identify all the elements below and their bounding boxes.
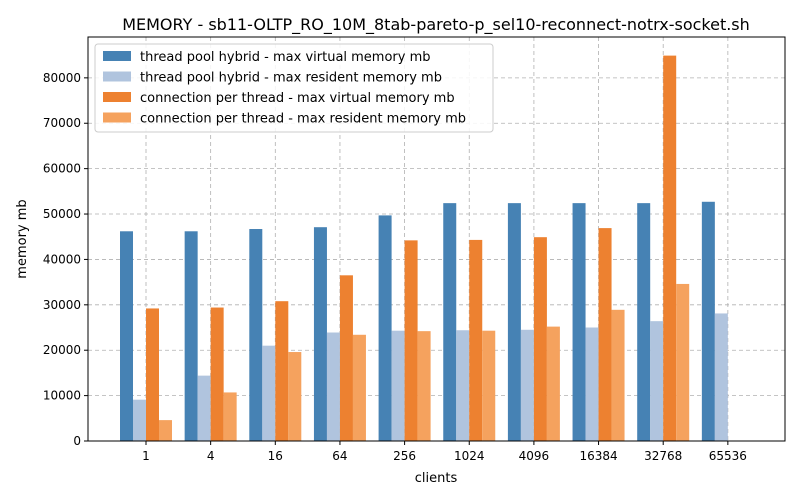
legend-swatch bbox=[103, 112, 131, 123]
bar-series-1 bbox=[120, 231, 133, 441]
bar-series-1 bbox=[443, 203, 457, 441]
bar-series-1 bbox=[313, 227, 327, 441]
bar-series-2 bbox=[650, 321, 664, 441]
legend-entry: connection per thread - max resident mem… bbox=[140, 112, 466, 127]
bar-series-1 bbox=[572, 203, 586, 441]
bar-series-3 bbox=[404, 240, 418, 441]
x-tick-label: 16384 bbox=[579, 449, 617, 463]
x-tick-label: 256 bbox=[393, 449, 416, 463]
x-axis-label: clients bbox=[415, 471, 458, 486]
x-tick-label: 1 bbox=[142, 449, 150, 463]
x-tick-label: 4 bbox=[207, 449, 215, 463]
y-axis: 0 10000 20000 30000 40000 50000 60000 70000 8000… bbox=[43, 71, 88, 448]
y-tick-label: 70000 bbox=[43, 116, 81, 130]
bar-series-1 bbox=[637, 203, 651, 441]
bar-series-3 bbox=[275, 301, 289, 441]
bars bbox=[120, 55, 728, 441]
y-tick-label: 80000 bbox=[43, 71, 81, 85]
bar-series-2 bbox=[262, 345, 276, 441]
bar-series-4 bbox=[352, 334, 366, 441]
y-tick-label: 20000 bbox=[43, 343, 81, 357]
bar-series-2 bbox=[133, 399, 146, 441]
y-tick-label: 60000 bbox=[43, 162, 81, 176]
bar-series-3 bbox=[598, 228, 612, 441]
bar-series-3 bbox=[210, 307, 224, 441]
y-tick-label: 0 bbox=[73, 434, 81, 448]
y-tick-label: 40000 bbox=[43, 252, 81, 266]
bar-series-4 bbox=[288, 352, 302, 441]
bar-series-3 bbox=[146, 308, 159, 441]
bar-series-1 bbox=[184, 231, 198, 441]
legend-entry: thread pool hybrid - max resident memory… bbox=[140, 71, 442, 86]
x-tick-label: 1024 bbox=[454, 449, 485, 463]
bar-series-2 bbox=[714, 313, 728, 441]
x-tick-label: 65536 bbox=[709, 449, 747, 463]
legend-swatch bbox=[103, 71, 131, 82]
bar-series-4 bbox=[159, 420, 172, 441]
bar-series-3 bbox=[663, 55, 677, 441]
bar-series-3 bbox=[469, 239, 483, 441]
bar-series-4 bbox=[482, 330, 496, 441]
legend-box bbox=[94, 43, 494, 133]
legend-entry: thread pool hybrid - max virtual memory … bbox=[140, 50, 431, 65]
legend-swatch bbox=[103, 92, 131, 102]
x-tick-label: 4096 bbox=[519, 449, 550, 463]
bar-series-4 bbox=[611, 309, 625, 441]
bar-series-2 bbox=[585, 327, 599, 441]
bar-series-4 bbox=[417, 331, 431, 441]
x-tick-label: 32768 bbox=[644, 449, 682, 463]
bar-series-3 bbox=[339, 275, 353, 441]
y-tick-label: 30000 bbox=[43, 298, 81, 312]
bar-series-1 bbox=[701, 201, 715, 441]
bar-series-1 bbox=[378, 215, 392, 441]
legend: thread pool hybrid - max virtual memory … bbox=[94, 43, 494, 133]
legend-entry: connection per thread - max virtual memo… bbox=[140, 91, 455, 106]
plot-frame bbox=[87, 36, 786, 442]
y-tick-label: 50000 bbox=[43, 207, 81, 221]
bar-series-4 bbox=[676, 283, 690, 441]
bar-series-2 bbox=[520, 329, 534, 441]
y-axis-label: memory mb bbox=[15, 199, 30, 278]
bar-series-1 bbox=[507, 203, 521, 441]
bar-series-1 bbox=[249, 229, 263, 441]
bar-series-4 bbox=[223, 392, 237, 441]
x-tick-label: 16 bbox=[268, 449, 283, 463]
bar-series-2 bbox=[326, 332, 340, 441]
bar-series-2 bbox=[197, 375, 211, 441]
bar-series-2 bbox=[456, 330, 470, 441]
bar-series-4 bbox=[546, 326, 560, 441]
bar-series-3 bbox=[533, 237, 547, 441]
chart-title: MEMORY - sb11-OLTP_RO_10M_8tab-pareto-p_… bbox=[122, 15, 750, 35]
bar-series-2 bbox=[391, 330, 405, 441]
legend-swatch bbox=[103, 51, 131, 61]
x-axis: 1 4 16 64 256 1024 4096 16384 32768 65536 bbox=[142, 441, 747, 463]
y-tick-label: 10000 bbox=[43, 389, 81, 403]
x-tick-label: 64 bbox=[332, 449, 347, 463]
